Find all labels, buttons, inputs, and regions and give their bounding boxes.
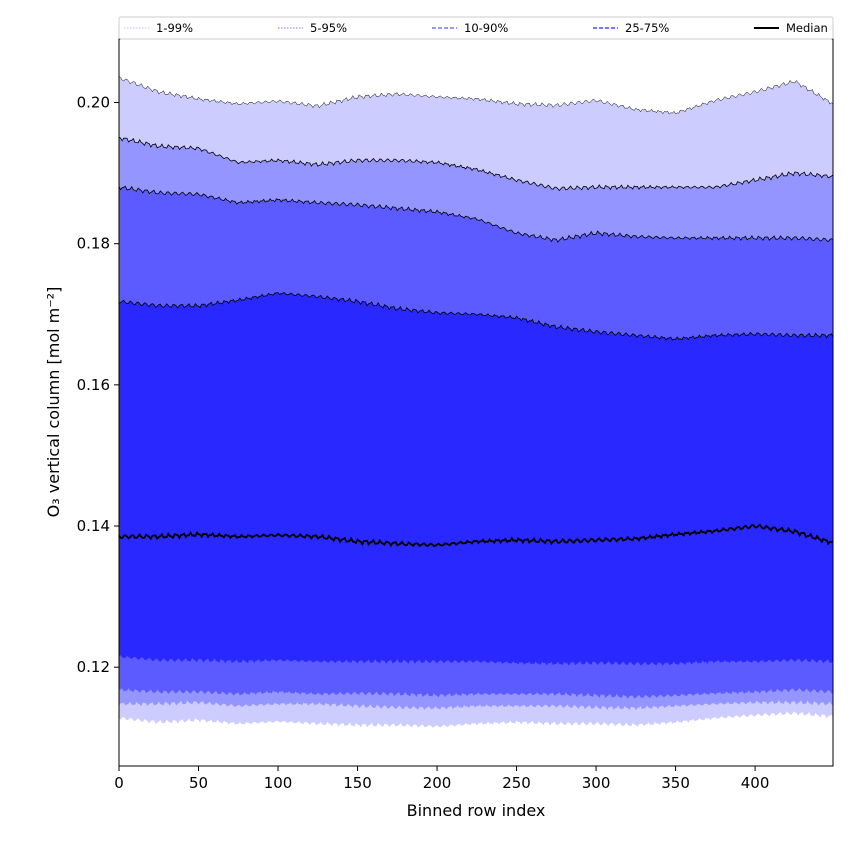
band-upper-edge-25-75% (118, 292, 834, 341)
legend: 1-99% 5-95% 10-90% 25-75% Median (118, 16, 834, 40)
band-upper-edge-10-90% (118, 185, 834, 243)
x-axis-label: Binned row index (407, 801, 546, 820)
y-axis-label: O₃ vertical column [mol m⁻²] (44, 287, 63, 518)
x-tick-label: 350 (661, 774, 690, 792)
legend-label: 5-95% (310, 21, 347, 35)
y-tick-label: 0.14 (77, 517, 110, 535)
band-25-75% (119, 292, 833, 666)
y-tick-label: 0.12 (77, 658, 110, 676)
band-upper-edge-1-99% (118, 75, 834, 115)
x-axis: 0 50 100 150 200 250 300 350 400 (114, 766, 769, 792)
legend-label: 10-90% (464, 21, 508, 35)
x-tick-label: 50 (189, 774, 208, 792)
median-layer (118, 523, 834, 548)
median-line (118, 523, 834, 548)
band-upper-edge-5-95% (118, 136, 834, 192)
legend-label: 1-99% (156, 21, 193, 35)
x-tick-label: 250 (502, 774, 531, 792)
x-tick-label: 100 (264, 774, 293, 792)
x-tick-label: 300 (582, 774, 611, 792)
y-tick-label: 0.20 (77, 94, 110, 112)
x-tick-label: 400 (741, 774, 770, 792)
legend-label: Median (786, 21, 828, 35)
x-tick-label: 200 (423, 774, 452, 792)
x-tick-label: 150 (343, 774, 372, 792)
legend-label: 25-75% (625, 21, 669, 35)
y-tick-label: 0.18 (77, 235, 110, 253)
x-tick-label: 0 (114, 774, 124, 792)
y-tick-label: 0.16 (77, 376, 110, 394)
legend-box (118, 16, 834, 40)
y-axis: 0.12 0.14 0.16 0.18 0.20 (77, 94, 119, 676)
bands-layer (118, 75, 834, 728)
